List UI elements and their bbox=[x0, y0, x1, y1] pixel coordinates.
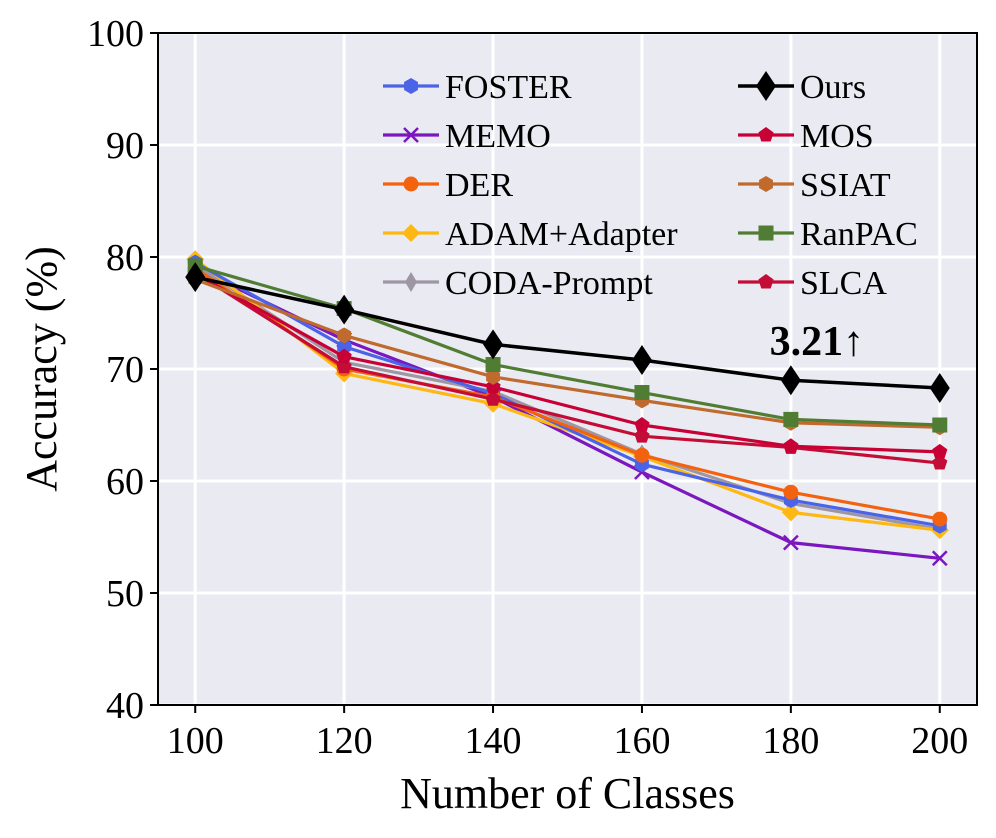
legend-entry-adam-adapter: ADAM+Adapter bbox=[383, 216, 678, 253]
series-line-coda-prompt bbox=[194, 263, 941, 531]
legend-label: DER bbox=[445, 167, 513, 204]
legend-label: SSIAT bbox=[800, 167, 891, 204]
legend-marker bbox=[759, 176, 773, 192]
y-tick-label: 90 bbox=[106, 125, 144, 167]
series-line-ranpac bbox=[194, 264, 940, 427]
data-point bbox=[783, 411, 799, 427]
legend-marker bbox=[403, 176, 419, 192]
legend-marker bbox=[758, 274, 774, 289]
data-point bbox=[337, 338, 352, 355]
data-point bbox=[634, 417, 650, 432]
y-tick-label: 80 bbox=[106, 237, 144, 279]
legend-label: MOS bbox=[800, 118, 874, 155]
legend-label: SLCA bbox=[800, 265, 887, 302]
series-line-ours bbox=[194, 275, 940, 390]
series-layer bbox=[185, 250, 950, 567]
series-line-mos bbox=[194, 272, 940, 454]
legend-marker bbox=[758, 127, 774, 142]
legend-entry-foster: FOSTER bbox=[383, 69, 572, 106]
series-ours bbox=[185, 262, 950, 404]
data-point bbox=[932, 417, 948, 433]
legend-marker bbox=[402, 224, 420, 242]
legend-entry-mos: MOS bbox=[738, 118, 874, 155]
improvement-annotation: 3.21↑ bbox=[770, 319, 865, 365]
y-tick-label: 50 bbox=[106, 573, 144, 615]
legend-label: FOSTER bbox=[445, 69, 572, 106]
data-point bbox=[631, 345, 652, 376]
legend-marker bbox=[403, 127, 419, 143]
y-axis-title: Accuracy (%) bbox=[17, 246, 66, 492]
legend-label: Ours bbox=[800, 69, 866, 106]
x-tick-label: 200 bbox=[911, 720, 968, 762]
series-line-ssiat bbox=[194, 277, 940, 429]
legend-label: RanPAC bbox=[800, 216, 918, 253]
legend-entry-ranpac: RanPAC bbox=[738, 216, 918, 253]
series-line-memo bbox=[194, 266, 940, 560]
legend-label: CODA-Prompt bbox=[445, 265, 653, 302]
x-tick-label: 100 bbox=[167, 720, 224, 762]
legend-marker bbox=[404, 78, 418, 94]
data-point bbox=[483, 329, 504, 360]
data-point bbox=[634, 385, 650, 401]
x-tick-label: 120 bbox=[316, 720, 373, 762]
data-point bbox=[486, 368, 500, 385]
data-point bbox=[782, 534, 799, 551]
data-point bbox=[931, 550, 948, 567]
legend-entry-der: DER bbox=[383, 167, 513, 204]
legend-label: MEMO bbox=[445, 118, 551, 155]
data-point bbox=[932, 455, 948, 470]
data-point bbox=[932, 443, 948, 459]
legend-marker bbox=[756, 71, 776, 101]
data-point bbox=[780, 365, 801, 396]
series-line-foster bbox=[194, 261, 941, 528]
data-point bbox=[783, 484, 799, 500]
data-point bbox=[485, 391, 501, 406]
series-line-slca bbox=[194, 271, 940, 465]
y-tick-label: 60 bbox=[106, 461, 144, 503]
y-tick-label: 70 bbox=[106, 349, 144, 391]
legend-entry-coda-prompt: CODA-Prompt bbox=[383, 265, 653, 302]
data-point bbox=[485, 357, 501, 373]
legend-marker bbox=[758, 225, 774, 241]
legend-marker bbox=[405, 272, 417, 292]
x-tick-label: 180 bbox=[762, 720, 819, 762]
legend-label: ADAM+Adapter bbox=[445, 216, 678, 253]
legend-entry-slca: SLCA bbox=[738, 265, 887, 302]
legend: FOSTER MEMO DER ADAM+Adapter CODA-Prompt Ours… bbox=[383, 69, 918, 302]
legend-entry-ssiat: SSIAT bbox=[738, 167, 891, 204]
legend-entry-ours: Ours bbox=[738, 69, 866, 106]
data-point bbox=[929, 373, 950, 404]
data-point bbox=[185, 262, 206, 293]
data-point bbox=[334, 294, 355, 325]
data-point bbox=[781, 503, 800, 522]
x-tick-label: 140 bbox=[465, 720, 522, 762]
data-point bbox=[783, 438, 799, 453]
x-axis-title: Number of Classes bbox=[400, 769, 735, 818]
legend-entry-memo: MEMO bbox=[383, 118, 551, 155]
data-point bbox=[336, 348, 352, 364]
y-tick-label: 100 bbox=[87, 13, 144, 55]
axis-ticks: 100 120 140 160 180 200 40 50 60 70 80 90 100 bbox=[87, 13, 968, 762]
data-point bbox=[932, 511, 948, 527]
x-tick-label: 160 bbox=[613, 720, 670, 762]
data-point bbox=[337, 327, 352, 344]
y-tick-label: 40 bbox=[106, 685, 144, 727]
data-point bbox=[634, 447, 650, 463]
data-point bbox=[634, 428, 650, 443]
